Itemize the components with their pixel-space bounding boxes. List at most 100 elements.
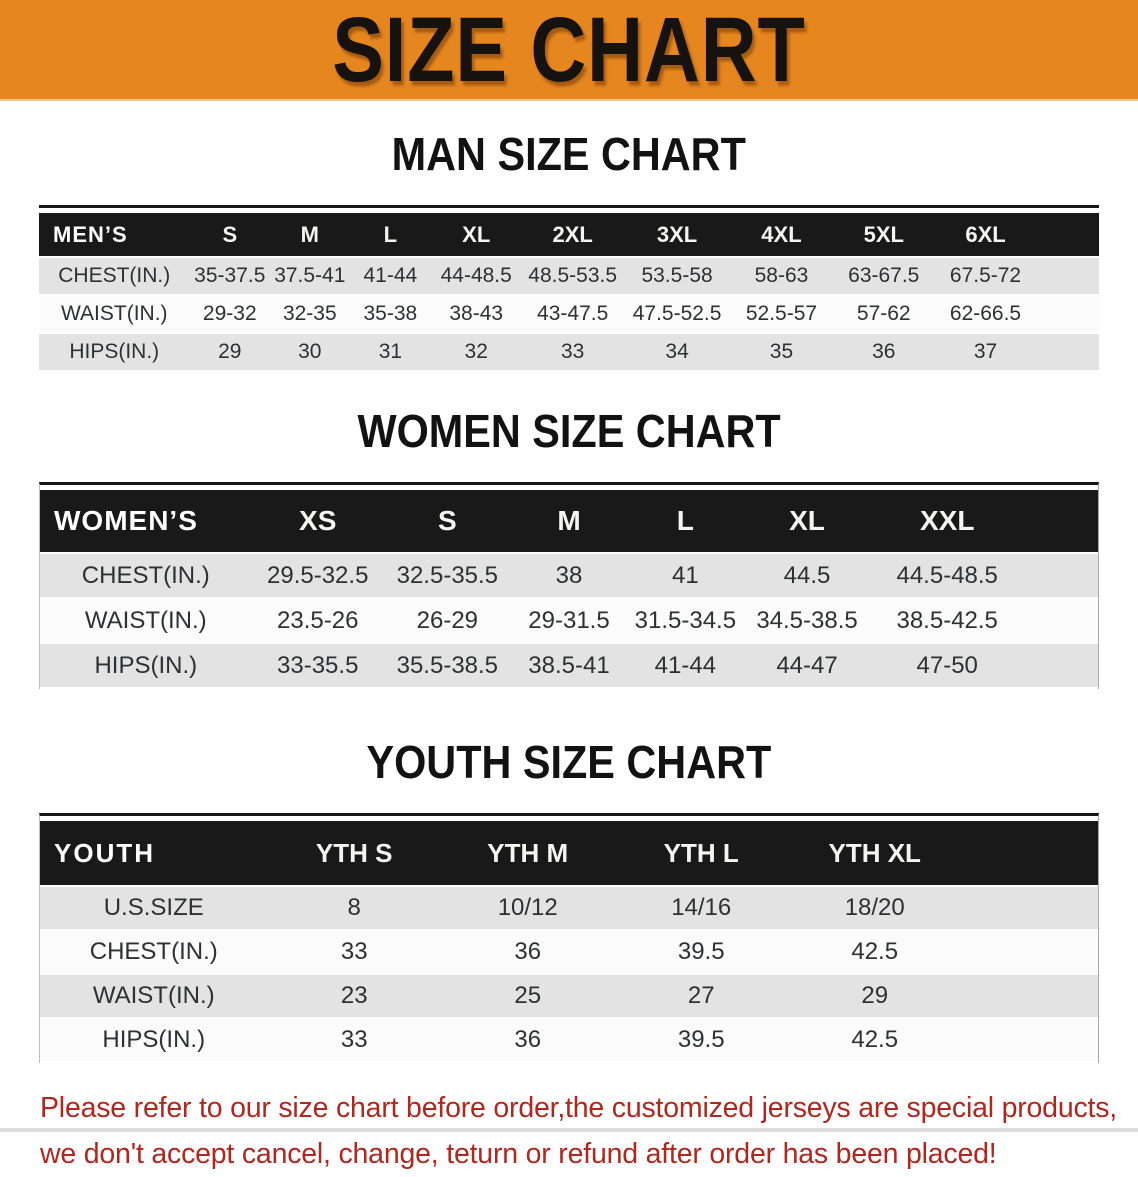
size-value-cell: 44-48.5 [431, 258, 522, 294]
men-table-header-row: MEN’S S M L XL 2XL 3XL 4XL 5XL 6XL [39, 213, 1099, 256]
men-waist-row: WAIST(IN.) 29-32 32-35 35-38 38-43 43-47… [39, 296, 1099, 332]
size-value-cell: 38.5-42.5 [870, 599, 1024, 642]
size-value-cell: 44.5 [743, 554, 871, 597]
women-section-heading: WOMEN SIZE CHART [0, 404, 1138, 458]
banner-title: SIZE CHART [332, 0, 806, 101]
size-value-cell: 37.5-41 [270, 258, 350, 294]
youth-waist-row: WAIST(IN.) 23 25 27 29 [40, 975, 1098, 1017]
youth-ussize-row: U.S.SIZE 8 10/12 14/16 18/20 [40, 887, 1098, 929]
row-label: WAIST(IN.) [40, 975, 268, 1017]
size-value-cell: 32.5-35.5 [383, 554, 511, 597]
bottom-divider [0, 1128, 1138, 1132]
size-col-header: M [270, 213, 350, 256]
size-value-cell: 52.5-57 [730, 296, 833, 332]
size-value-cell: 48.5-53.5 [521, 258, 625, 294]
size-value-cell: 10/12 [440, 887, 615, 929]
size-value-cell: 32-35 [270, 296, 350, 332]
disclaimer-line-1: Please refer to our size chart before or… [40, 1092, 1118, 1124]
youth-section-heading-text: YOUTH SIZE CHART [366, 736, 772, 788]
spacer-cell [961, 821, 1098, 885]
men-chest-row: CHEST(IN.) 35-37.5 37.5-41 41-44 44-48.5… [39, 258, 1099, 294]
size-value-cell: 41 [627, 554, 744, 597]
size-value-cell: 8 [267, 887, 441, 929]
size-value-cell: 62-66.5 [934, 296, 1037, 332]
women-waist-row: WAIST(IN.) 23.5-26 26-29 29-31.5 31.5-34… [40, 599, 1098, 642]
size-col-header: L [349, 213, 432, 256]
size-chart-banner: SIZE CHART [0, 0, 1138, 101]
size-col-header: S [189, 213, 271, 256]
size-value-cell: 33 [267, 1019, 441, 1061]
size-value-cell: 47-50 [870, 644, 1024, 687]
size-value-cell: 38 [510, 554, 628, 597]
size-col-header: XL [431, 213, 522, 256]
size-value-cell: 67.5-72 [934, 258, 1037, 294]
size-col-header: YTH M [440, 821, 615, 885]
size-value-cell: 35-37.5 [189, 258, 271, 294]
row-label: HIPS(IN.) [40, 1019, 268, 1061]
women-size-table: WOMEN’S XS S M L XL XXL CHEST(IN.) 29.5-… [39, 482, 1099, 689]
men-size-table: MEN’S S M L XL 2XL 3XL 4XL 5XL 6XL CHEST… [39, 205, 1099, 372]
youth-size-table: YOUTH YTH S YTH M YTH L YTH XL U.S.SIZE … [39, 813, 1099, 1063]
row-label: WAIST(IN.) [39, 296, 190, 332]
women-table-header-label: WOMEN’S [40, 490, 252, 552]
size-value-cell: 47.5-52.5 [624, 296, 731, 332]
size-col-header: 6XL [934, 213, 1037, 256]
size-col-header: XS [251, 490, 384, 552]
size-value-cell: 35-38 [349, 296, 432, 332]
youth-table-header-label: YOUTH [40, 821, 268, 885]
size-value-cell: 34 [624, 334, 731, 370]
spacer-cell [1023, 599, 1098, 642]
size-value-cell: 29-31.5 [510, 599, 628, 642]
size-col-header: 2XL [521, 213, 625, 256]
spacer-cell [1023, 490, 1098, 552]
spacer-cell [961, 887, 1098, 929]
women-hips-row: HIPS(IN.) 33-35.5 35.5-38.5 38.5-41 41-4… [40, 644, 1098, 687]
disclaimer-line-2: we don't accept cancel, change, teturn o… [40, 1138, 997, 1171]
men-section-heading-text: MAN SIZE CHART [391, 128, 747, 180]
size-value-cell: 30 [270, 334, 350, 370]
size-value-cell: 37 [934, 334, 1037, 370]
size-col-header: XL [743, 490, 871, 552]
spacer-cell [1036, 258, 1099, 294]
size-value-cell: 29 [787, 975, 962, 1017]
size-col-header: YTH XL [787, 821, 962, 885]
spacer-cell [1023, 554, 1098, 597]
women-section-heading-text: WOMEN SIZE CHART [357, 405, 781, 457]
size-value-cell: 58-63 [730, 258, 833, 294]
size-col-header: M [510, 490, 628, 552]
row-label: HIPS(IN.) [39, 334, 190, 370]
youth-section-heading: YOUTH SIZE CHART [0, 735, 1138, 789]
size-value-cell: 57-62 [832, 296, 935, 332]
size-value-cell: 25 [440, 975, 615, 1017]
size-col-header: L [627, 490, 744, 552]
size-value-cell: 35 [730, 334, 833, 370]
size-value-cell: 43-47.5 [521, 296, 625, 332]
size-value-cell: 33 [521, 334, 625, 370]
size-value-cell: 14/16 [614, 887, 788, 929]
size-value-cell: 42.5 [787, 931, 962, 973]
size-value-cell: 29.5-32.5 [251, 554, 384, 597]
row-label: WAIST(IN.) [40, 599, 252, 642]
size-value-cell: 18/20 [787, 887, 962, 929]
size-value-cell: 39.5 [614, 931, 788, 973]
size-value-cell: 33 [267, 931, 441, 973]
size-value-cell: 41-44 [627, 644, 744, 687]
size-value-cell: 44-47 [743, 644, 871, 687]
size-value-cell: 26-29 [383, 599, 511, 642]
women-chest-row: CHEST(IN.) 29.5-32.5 32.5-35.5 38 41 44.… [40, 554, 1098, 597]
spacer-cell [1036, 213, 1099, 256]
size-value-cell: 39.5 [614, 1019, 788, 1061]
size-value-cell: 32 [431, 334, 522, 370]
row-label: CHEST(IN.) [39, 258, 190, 294]
size-col-header: YTH L [614, 821, 788, 885]
size-value-cell: 35.5-38.5 [383, 644, 511, 687]
men-section-heading: MAN SIZE CHART [0, 127, 1138, 181]
spacer-cell [961, 975, 1098, 1017]
size-value-cell: 29 [189, 334, 271, 370]
size-value-cell: 36 [440, 931, 615, 973]
size-value-cell: 31 [349, 334, 432, 370]
size-col-header: 3XL [624, 213, 731, 256]
size-col-header: 4XL [730, 213, 833, 256]
size-value-cell: 27 [614, 975, 788, 1017]
size-value-cell: 44.5-48.5 [870, 554, 1024, 597]
